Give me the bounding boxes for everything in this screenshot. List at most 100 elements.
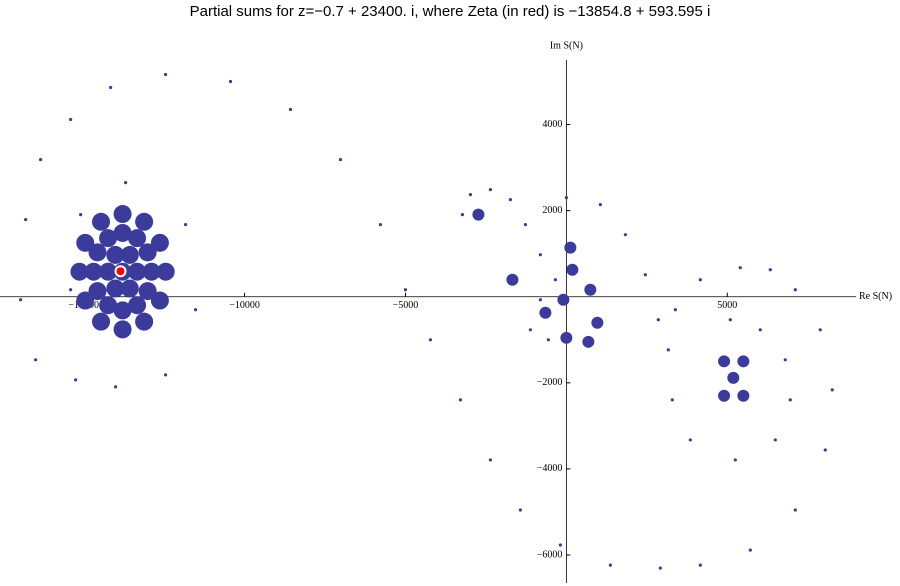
chart-title: Partial sums for z=−0.7 + 23400. i, wher… [190,3,711,20]
point [728,318,732,322]
point [88,243,107,262]
point [183,223,188,227]
point [70,262,89,281]
point [539,306,552,319]
point [74,378,78,382]
point [566,263,579,276]
x-tick-label: 5000 [717,300,737,311]
point [39,157,43,162]
point [738,266,742,270]
point [460,213,465,217]
point [468,193,473,197]
point [135,212,154,231]
point [99,229,118,248]
point [109,85,113,90]
point [378,223,383,227]
point [718,355,731,368]
point [128,296,147,315]
point [773,438,777,442]
point [670,398,674,402]
point [76,233,95,252]
point [823,448,827,452]
point [518,508,522,512]
point [92,312,111,331]
point [128,262,147,281]
point [698,278,702,282]
point [658,566,662,570]
point [135,312,154,331]
point [488,458,492,462]
point [84,262,103,281]
point [488,188,492,192]
point [758,328,762,332]
point [19,298,23,302]
point [666,348,670,352]
point [69,288,73,292]
point [156,262,175,281]
point [99,262,118,281]
y-tick-label: 4000 [542,119,562,130]
point [113,301,132,320]
point [120,279,139,298]
point [138,243,157,262]
point [560,331,573,344]
point [591,316,604,329]
point [737,355,750,368]
point [116,267,125,276]
point [564,196,568,200]
point [120,245,139,264]
x-tick-label: −5000 [393,300,419,311]
point [718,389,731,402]
point [528,328,532,332]
point [582,335,595,348]
point [88,282,107,301]
point [124,180,128,185]
point [163,373,168,377]
point [768,268,772,272]
point [793,508,797,512]
point [106,279,125,298]
point [558,543,562,547]
point [783,358,787,362]
point [403,288,408,292]
point [688,438,692,442]
point [598,203,602,207]
point [472,208,485,221]
point [608,563,612,567]
point [142,262,161,281]
point [113,385,118,389]
point [228,79,233,84]
point [818,328,822,332]
point [113,320,132,339]
point [727,371,740,384]
point [508,198,513,202]
point [733,458,737,462]
point [748,548,752,552]
point [138,282,157,301]
point [538,298,542,302]
point [69,117,73,122]
point [656,318,660,322]
point [506,273,519,286]
y-tick-label: −2000 [537,377,563,388]
point [79,213,83,217]
point [163,72,168,77]
point [553,278,557,282]
point [99,296,118,315]
point [128,229,147,248]
point [643,273,647,277]
point [564,241,577,254]
point [76,291,95,310]
point [428,338,433,342]
point [830,388,834,392]
point [338,157,343,162]
point [698,563,702,567]
point [623,233,627,237]
point [788,398,792,402]
point [458,398,463,402]
y-tick-label: −4000 [537,463,563,474]
point [34,358,38,362]
point [150,291,169,310]
